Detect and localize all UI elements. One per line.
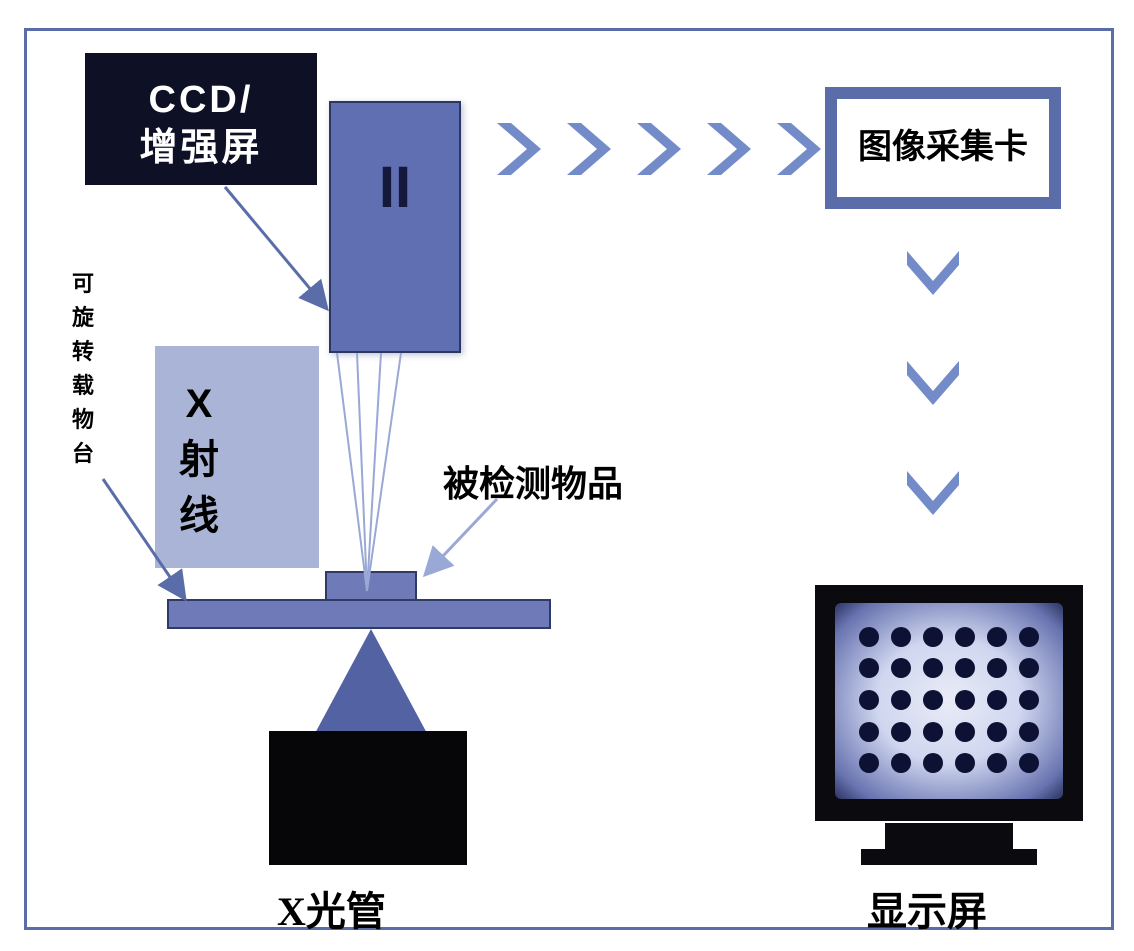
monitor-dot-grid xyxy=(857,625,1041,775)
node-ii-label: II xyxy=(379,155,411,220)
monitor-screen xyxy=(835,603,1063,799)
xray-label-r2: 线 xyxy=(169,488,229,544)
node-ccd: CCD/ 增强屏 xyxy=(85,53,317,185)
arrow-detected-to-sample xyxy=(425,499,497,575)
node-ccd-line1: CCD/ xyxy=(87,77,315,125)
capture-card-label: 图像采集卡 xyxy=(858,128,1028,166)
node-ii: II xyxy=(329,101,461,353)
chevrons-capture-to-monitor xyxy=(907,251,959,515)
node-xray-source: X 射 线 xyxy=(155,346,319,568)
node-xray-tube xyxy=(269,731,467,865)
xray-label-x: X xyxy=(169,376,229,432)
node-ccd-line2: 增强屏 xyxy=(87,125,315,173)
label-xray-tube: X光管 xyxy=(277,879,386,937)
chevrons-ii-to-capture xyxy=(497,123,821,175)
node-stage-bar xyxy=(167,599,551,629)
rays-ii-to-sample xyxy=(337,353,401,591)
diagram-frame: CCD/ 增强屏 II X 射 线 图像采集卡 xyxy=(24,28,1114,930)
label-rotatable-stage: 可旋转载物台 xyxy=(69,267,97,471)
label-detected-object: 被检测物品 xyxy=(443,455,623,507)
xray-label-r1: 射 xyxy=(169,432,229,488)
node-capture-card: 图像采集卡 xyxy=(825,87,1061,209)
monitor-stand xyxy=(885,823,1013,849)
node-cone xyxy=(313,629,429,737)
arrow-ccd-to-ii xyxy=(225,187,327,309)
label-display: 显示屏 xyxy=(867,879,987,937)
monitor-base xyxy=(861,849,1037,865)
node-monitor xyxy=(815,585,1083,821)
